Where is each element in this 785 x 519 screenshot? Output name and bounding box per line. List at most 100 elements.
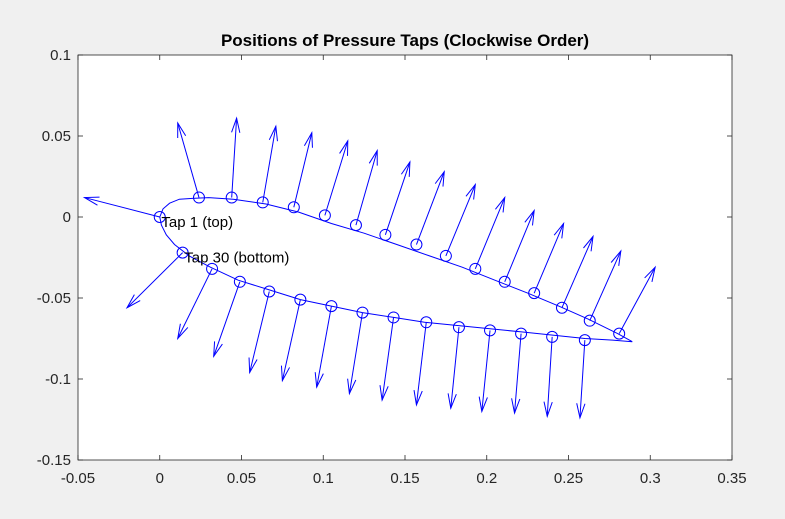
arrow-shaft (533, 223, 565, 294)
pressure-vector-arrow (384, 160, 411, 235)
plot-area: Tap 1 (top) Tap 30 (bottom) (82, 116, 657, 420)
pressure-tap-marker (192, 191, 205, 204)
airfoil-profile-line (159, 197, 633, 343)
pressure-vector-arrow (177, 121, 200, 198)
arrow-head (434, 169, 445, 187)
arrow-shaft (249, 291, 270, 373)
arrow-shaft (177, 268, 213, 339)
arrow-shaft (324, 140, 349, 216)
arrow-shaft (281, 299, 301, 381)
y-tick-label: 0.05 (42, 128, 71, 145)
arrow-head (413, 390, 423, 407)
pressure-vector-arrow (576, 340, 586, 420)
y-tick-label: -0.15 (37, 452, 71, 469)
arrow-head (82, 196, 100, 206)
pressure-vector-arrow (176, 268, 213, 341)
x-tick-label: 0.35 (717, 470, 746, 487)
arrow-head (176, 323, 189, 341)
pressure-vector-arrow (82, 196, 160, 218)
pressure-tap-marker (287, 201, 300, 214)
x-tick-label: 0.15 (390, 470, 419, 487)
arrow-shaft (481, 330, 491, 412)
pressure-tap-marker (325, 300, 338, 313)
arrow-shaft (384, 161, 411, 235)
axes-background (78, 55, 732, 460)
arrow-head (583, 234, 594, 252)
tap-annotation-label: Tap 1 (top) (161, 214, 233, 231)
pressure-tap-marker (484, 324, 497, 337)
x-tick-label: 0.1 (313, 470, 334, 487)
pressure-vector-arrow (504, 208, 535, 282)
pressure-tap-marker (379, 228, 392, 241)
pressure-vector-arrow (280, 299, 301, 383)
arrow-shaft (231, 118, 238, 198)
pressure-tap-marker (387, 311, 400, 324)
arrow-head (465, 182, 476, 200)
pressure-vector-arrow (413, 322, 427, 407)
pressure-tap-marker (233, 275, 246, 288)
arrow-head (553, 221, 565, 239)
pressure-tap-marker (356, 306, 369, 319)
arrow-shaft (589, 250, 622, 321)
pressure-tap-marker (176, 246, 189, 259)
pressure-tap-marker (420, 316, 433, 329)
pressure-tap-marker (206, 262, 219, 275)
arrow-head (280, 365, 290, 383)
y-tick-label: -0.05 (37, 290, 71, 307)
arrow-shaft (177, 122, 200, 198)
arrow-shaft (415, 171, 445, 245)
pressure-vector-arrow (125, 252, 183, 309)
x-tick-label: 0.05 (227, 470, 256, 487)
x-axis-ticks: -0.05 0 0.05 0.1 0.15 0.2 0.25 0.3 0.35 (61, 55, 747, 487)
pressure-tap-markers (153, 191, 626, 347)
arrow-shaft (504, 210, 535, 282)
arrow-head (495, 195, 506, 213)
pressure-vector-arrow (533, 221, 565, 294)
pressure-tap-marker (410, 238, 423, 251)
pressure-vectors (82, 116, 657, 420)
arrow-head (524, 208, 535, 226)
arrow-shaft (316, 306, 332, 388)
pressure-tap-marker (263, 285, 276, 298)
axes-box (77, 54, 733, 461)
pressure-tap-marker (578, 334, 591, 347)
y-tick-label: 0.1 (50, 47, 71, 64)
x-tick-label: 0 (156, 470, 164, 487)
arrow-head (576, 403, 586, 420)
arrow-shaft (561, 236, 594, 308)
arrow-head (339, 139, 349, 156)
arrow-head (368, 148, 378, 166)
arrow-head (478, 396, 488, 414)
arrow-head (644, 265, 657, 282)
arrow-shaft (381, 317, 395, 401)
arrow-shaft (355, 150, 378, 226)
pressure-vector-arrow (589, 249, 622, 321)
pressure-vector-arrow (347, 312, 363, 396)
pressure-vector-arrow (561, 234, 594, 308)
pressure-vector-arrow (543, 336, 553, 419)
arrow-shaft (213, 281, 241, 357)
pressure-vector-arrow (511, 333, 522, 415)
arrow-shaft (415, 322, 427, 405)
arrow-shaft (514, 333, 522, 414)
pressure-tap-marker (153, 211, 166, 223)
arrow-shaft (474, 197, 506, 270)
pressure-tap-marker (294, 293, 307, 306)
y-tick-label: -0.1 (45, 371, 71, 388)
arrow-head (213, 341, 223, 359)
pressure-vector-arrow (379, 317, 395, 402)
pressure-tap-marker (546, 330, 559, 343)
pressure-tap-marker (256, 196, 269, 209)
pressure-vector-arrow (474, 195, 506, 270)
pressure-tap-marker (613, 327, 626, 340)
pressure-vector-arrow (445, 182, 476, 257)
pressure-vector-arrow (293, 131, 313, 208)
arrow-shaft (126, 252, 183, 309)
pressure-vector-arrow (618, 265, 657, 334)
arrow-shaft (445, 184, 476, 257)
arrow-shaft (293, 132, 313, 208)
arrow-head (543, 401, 553, 419)
tap-annotations: Tap 1 (top) Tap 30 (bottom) (161, 214, 289, 267)
